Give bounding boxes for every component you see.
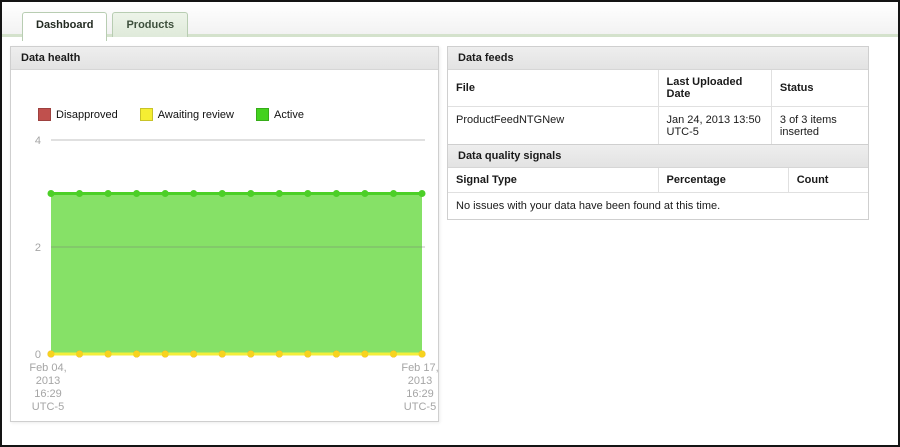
data-feeds-title: Data feeds bbox=[448, 47, 868, 70]
legend-label: Disapproved bbox=[56, 108, 118, 121]
data-point-active bbox=[390, 190, 397, 197]
data-point-awaiting-review bbox=[76, 350, 83, 358]
data-point-active bbox=[161, 190, 169, 197]
cell: 3 of 3 items inserted bbox=[770, 106, 868, 145]
chart-legend: Disapproved Awaiting review Active bbox=[38, 108, 304, 121]
tab-bar: Dashboard Products bbox=[2, 2, 898, 41]
legend-label: Active bbox=[274, 108, 304, 121]
legend-item: Awaiting review bbox=[139, 108, 234, 121]
column-header: Last Uploaded Date bbox=[657, 70, 772, 107]
data-point-awaiting-review bbox=[304, 350, 312, 358]
data-point-awaiting-review bbox=[47, 350, 55, 358]
content-area: Data health Disapproved Awaiting review Ac… bbox=[2, 37, 898, 443]
data-point-active bbox=[304, 190, 312, 197]
data-point-active bbox=[76, 190, 83, 197]
data-quality-title: Data quality signals bbox=[448, 145, 868, 168]
column-header: Status bbox=[770, 70, 868, 107]
data-health-chart-body: Disapproved Awaiting review Active 0 2 4 Feb … bbox=[11, 70, 439, 422]
data-point-active bbox=[218, 190, 226, 197]
cell: Jan 24, 2013 13:50 UTC-5 bbox=[657, 106, 772, 145]
column-header: Percentage bbox=[657, 168, 789, 193]
column-header: Count bbox=[787, 168, 868, 193]
y-tick-label: 4 bbox=[35, 135, 41, 147]
tab-dashboard[interactable]: Dashboard bbox=[22, 12, 108, 41]
cell: ProductFeedNTGNew bbox=[448, 106, 658, 145]
data-point-awaiting-review bbox=[390, 350, 397, 358]
data-feeds-panel: Data feeds File Last Uploaded Date Status P… bbox=[447, 46, 869, 146]
data-feeds-table: File Last Uploaded Date Status ProductFeedN… bbox=[448, 70, 868, 145]
table-header-row: File Last Uploaded Date Status bbox=[448, 70, 868, 107]
data-point-awaiting-review bbox=[190, 350, 198, 358]
x-axis-label-start: Feb 04, 2013 16:29 UTC-5 bbox=[29, 362, 66, 413]
y-tick-label: 0 bbox=[35, 349, 41, 361]
x-axis-label-end: Feb 17, 2013 16:29 UTC-5 bbox=[401, 362, 438, 413]
data-point-awaiting-review bbox=[218, 350, 226, 358]
data-health-panel: Data health Disapproved Awaiting review Ac… bbox=[10, 46, 439, 422]
data-point-awaiting-review bbox=[104, 350, 112, 358]
legend-swatch bbox=[38, 108, 51, 121]
legend-item: Active bbox=[256, 108, 304, 121]
data-point-awaiting-review bbox=[161, 350, 169, 358]
data-health-chart: 0 2 4 Feb 04, 2013 16:29 UTC-5 Feb 17, 2013 16:29… bbox=[29, 135, 438, 413]
data-point-awaiting-review bbox=[275, 350, 283, 358]
tab-products[interactable]: Products bbox=[112, 12, 189, 37]
legend-swatch bbox=[139, 108, 153, 121]
data-point-active bbox=[47, 190, 55, 197]
data-point-awaiting-review bbox=[332, 350, 340, 358]
legend-swatch bbox=[256, 108, 269, 121]
data-quality-table: Signal Type Percentage Count No issues with… bbox=[448, 168, 868, 219]
tabs: Dashboard Products bbox=[22, 12, 189, 41]
column-header: Signal Type bbox=[448, 168, 658, 193]
data-point-active bbox=[190, 190, 198, 197]
data-point-active bbox=[275, 190, 283, 197]
column-header: File bbox=[448, 70, 658, 107]
data-point-active bbox=[247, 190, 255, 197]
data-point-awaiting-review bbox=[418, 350, 426, 358]
y-tick-label: 2 bbox=[35, 242, 41, 254]
area-fill-active bbox=[51, 193, 422, 354]
data-point-active bbox=[133, 190, 141, 197]
legend-label: Awaiting review bbox=[157, 108, 234, 121]
data-point-active bbox=[104, 190, 112, 197]
tab-bar-green-strip bbox=[2, 34, 898, 37]
legend-item: Disapproved bbox=[38, 108, 118, 121]
data-point-awaiting-review bbox=[133, 350, 141, 358]
data-point-active bbox=[361, 190, 369, 197]
data-point-active bbox=[332, 190, 340, 197]
table-header-row: Signal Type Percentage Count bbox=[448, 168, 868, 193]
table-row: ProductFeedNTGNew Jan 24, 2013 13:50 UTC-… bbox=[448, 106, 868, 145]
data-point-awaiting-review bbox=[247, 350, 255, 358]
data-point-awaiting-review bbox=[361, 350, 369, 358]
data-point-active bbox=[418, 190, 426, 197]
empty-message-row: No issues with your data have been found… bbox=[448, 192, 868, 219]
data-quality-panel: Data quality signals Signal Type Percenta… bbox=[447, 144, 869, 220]
data-health-title: Data health bbox=[11, 47, 438, 70]
empty-message: No issues with your data have been found… bbox=[448, 192, 868, 219]
